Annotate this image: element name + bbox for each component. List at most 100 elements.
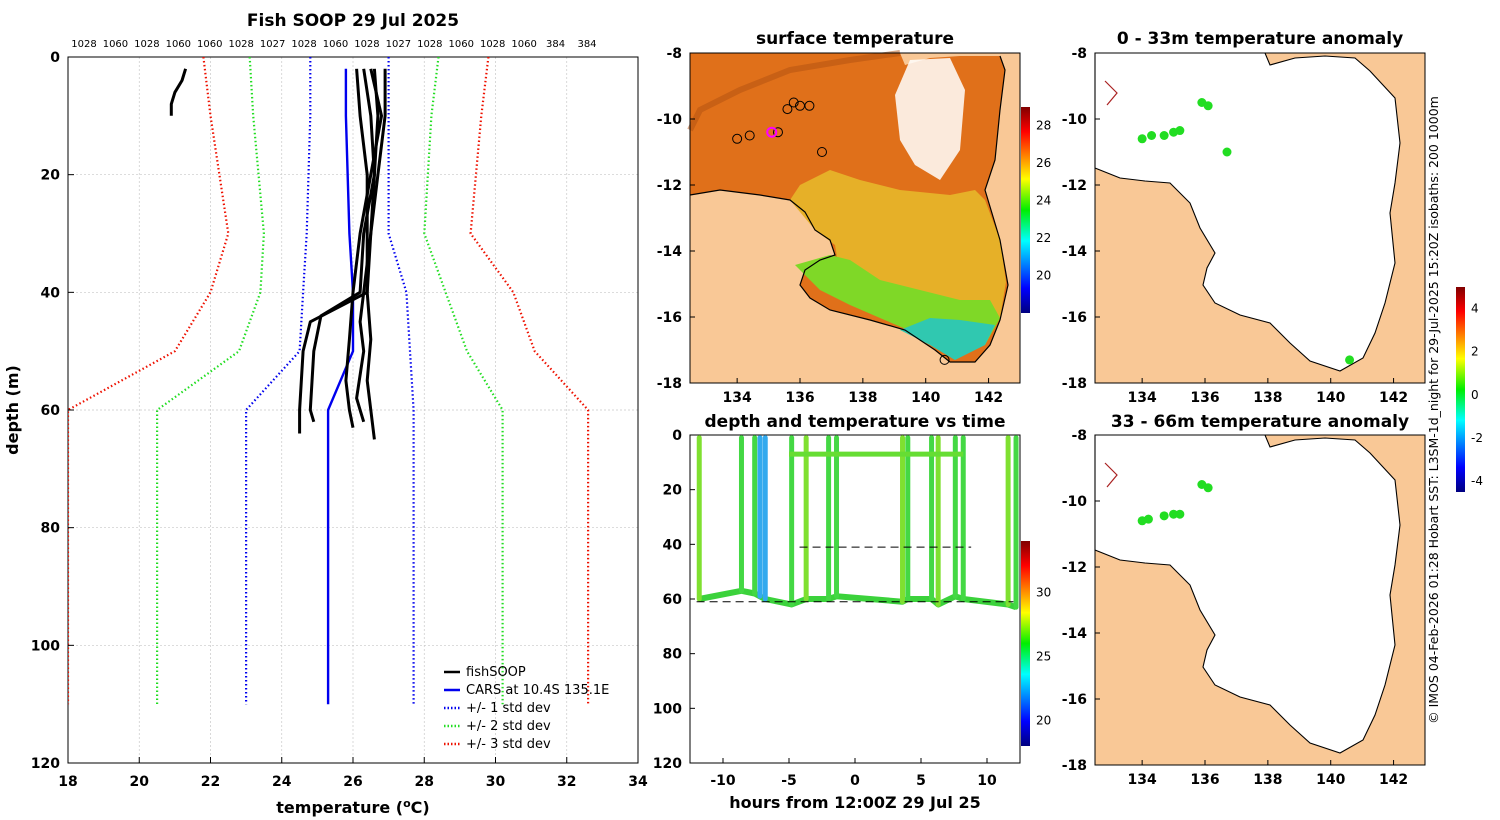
map-y-tick-label: -18 [657,376,682,392]
map-y-tick-label: -12 [1062,178,1087,194]
anomaly-point [1175,509,1185,519]
anomaly-y-ticks: -8 -10 -12 -14 -16 -18 [1062,428,1100,774]
map-x-tick-label: 138 [848,390,877,406]
profile-panel: Fish SOOP 29 Jul 2025 1028 1060 1028 1060 10… [3,11,648,817]
time-y-tick-label: 80 [663,647,683,663]
profile-top-label: 1028 [417,39,442,50]
profile-y-tick-label: 60 [41,403,61,419]
legend-label: +/- 3 std dev [466,737,551,752]
time-x-tick-label: -10 [710,773,736,789]
anomaly-coastline [1094,52,1401,372]
time-x-ticks: -10 -5 0 5 10 [710,758,997,789]
profile-series-line [355,68,376,423]
profile-series-line [387,57,415,705]
anomaly-colorbar-tick: -2 [1471,431,1483,445]
profile-x-tick-label: 30 [486,774,506,790]
time-colorbar-tick: 30 [1036,585,1051,599]
sst-map-panel: surface temperature 134 136 138 140 142 -8 -1… [657,29,1052,406]
profile-top-label: 1060 [323,39,348,50]
anomaly-point [1159,511,1169,521]
time-x-label: hours from 12:00Z 29 Jul 25 [729,793,980,812]
profile-y-tick-label: 40 [41,285,61,301]
profile-top-label: 1027 [386,39,411,50]
profile-x-tick-label: 28 [415,774,434,790]
profile-y-tick-label: 120 [31,756,60,772]
time-y-tick-label: 20 [663,483,683,499]
map-x-tick-label: 142 [974,390,1003,406]
anomaly-colorbar [1456,287,1465,492]
sst-colorbar-ticks: 20 22 24 26 28 [1036,119,1051,283]
sst-map-title: surface temperature [756,29,954,49]
map-x-tick-label: 134 [1128,772,1157,788]
profile-x-ticks: 18 20 22 24 26 28 30 32 34 [58,757,648,790]
map-y-tick-label: -14 [657,244,683,260]
profile-series [68,57,590,705]
sst-station-marker [804,100,815,111]
map-y-tick-label: -16 [1062,310,1087,326]
anomaly-point [1175,126,1185,136]
profile-x-tick-label: 20 [130,774,150,790]
sst-north-gradient [687,50,901,132]
anomaly-point [1203,101,1213,111]
profile-top-label: 1028 [480,39,505,50]
time-y-tick-label: 100 [653,701,682,717]
time-y-tick-label: 40 [663,537,683,553]
sst-map-frame [689,52,1021,384]
anomaly-coastline [1094,434,1401,754]
profile-top-label: 1060 [197,39,222,50]
sst-colorbar-tick: 26 [1036,156,1051,170]
time-y-ticks: 0 20 40 60 80 100 120 [653,428,695,772]
profile-top-labels: 1028 1060 1028 1060 1060 1028 1027 1028 1060 1028… [71,39,596,50]
map-x-tick-label: 140 [1316,390,1345,406]
profile-series-line [469,57,590,705]
profile-y-tick-label: 20 [41,168,61,184]
profile-top-label: 1028 [71,39,96,50]
time-x-tick-label: 10 [977,773,997,789]
sst-colorbar-tick: 28 [1036,119,1051,133]
anomaly-point [1137,134,1147,144]
sst-station-marker [732,133,743,144]
profile-x-label: temperature (oC) [276,797,429,817]
time-x-tick-label: 0 [850,773,860,789]
anomaly-colorbar-tick: 0 [1471,388,1479,402]
anomaly-0-33m-title: 0 - 33m temperature anomaly [1117,29,1403,49]
sst-colorbar-tick: 20 [1036,269,1051,283]
profile-series-line [326,68,355,705]
legend-label: +/- 2 std dev [466,719,551,734]
profile-series-line [355,68,376,440]
time-y-tick-label: 120 [653,756,682,772]
map-x-tick-label: 142 [1379,772,1408,788]
profile-y-label: depth (m) [3,365,22,455]
map-x-tick-label: 140 [1316,772,1345,788]
anomaly-map-frame [1094,52,1426,384]
anomaly-map-frame [1094,434,1426,766]
sst-cloud-gap [895,58,965,180]
profile-series-line [169,68,188,116]
sst-current-station-marker [766,126,778,138]
profile-top-label: 1028 [228,39,253,50]
map-y-tick-label: -8 [1071,46,1087,62]
profile-x-tick-label: 24 [272,774,292,790]
map-x-tick-label: 134 [723,390,752,406]
profile-top-label: 1028 [134,39,159,50]
map-y-tick-label: -18 [1062,758,1087,774]
anomaly-point [1222,147,1232,157]
anomaly-border-line [1104,80,1118,106]
legend-label: fishSOOP [466,665,526,680]
map-x-tick-label: 138 [1253,390,1282,406]
profile-x-tick-label: 32 [557,774,576,790]
anomaly-colorbar-tick: 4 [1471,302,1479,316]
profile-series-line [68,57,230,705]
map-x-tick-label: 142 [1379,390,1408,406]
map-x-tick-label: 134 [1128,390,1157,406]
map-y-tick-label: -14 [1062,626,1088,642]
map-y-tick-label: -8 [1071,428,1087,444]
profile-top-label: 1028 [291,39,316,50]
sst-cyan-band [900,318,995,360]
side-caption: © IMOS 04-Feb-2026 01:28 Hobart SST: L3S… [1426,96,1441,724]
time-x-tick-label: 5 [916,773,926,789]
anomaly-x-ticks: 134 136 138 140 142 [1128,760,1408,788]
map-y-tick-label: -16 [657,310,682,326]
time-y-tick-label: 60 [663,592,683,608]
